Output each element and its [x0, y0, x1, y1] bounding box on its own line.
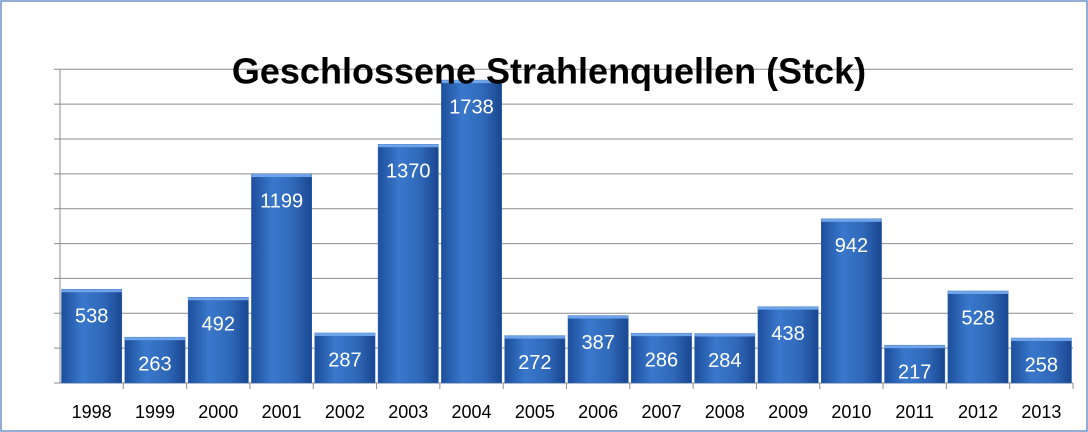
bar-highlight [251, 174, 312, 178]
bar [694, 333, 756, 384]
value-label: 1199 [260, 190, 303, 212]
value-label: 492 [202, 314, 235, 336]
x-tick-label: 2003 [388, 402, 428, 422]
x-tick-label: 2000 [198, 402, 238, 422]
bar-highlight [821, 218, 882, 222]
value-label: 263 [138, 353, 171, 375]
bar [61, 288, 123, 384]
bar-highlight [378, 144, 439, 148]
x-tick-label: 2007 [641, 402, 681, 422]
value-label: 942 [835, 235, 868, 257]
bar-highlight [124, 337, 186, 341]
x-tick-label: 2001 [262, 402, 302, 422]
bar-highlight [568, 315, 629, 319]
x-tick-label: 2012 [958, 402, 998, 422]
bar-highlight [61, 289, 122, 293]
bar [251, 173, 312, 384]
bar-highlight [188, 297, 249, 301]
bar-highlight [757, 306, 819, 310]
x-tick-label: 2010 [831, 402, 871, 422]
value-label: 286 [645, 349, 678, 371]
value-label: 217 [898, 361, 931, 383]
bar [631, 332, 692, 384]
bar [187, 297, 249, 384]
bar-highlight [631, 333, 692, 337]
value-label: 284 [708, 350, 741, 372]
bar [567, 315, 629, 384]
bar [377, 143, 439, 384]
value-label: 287 [328, 349, 361, 371]
bar [1010, 337, 1072, 384]
x-tick-label: 2013 [1021, 402, 1061, 422]
bar [441, 79, 502, 384]
x-tick-label: 2002 [325, 402, 365, 422]
bar [884, 344, 946, 384]
value-label: 528 [961, 307, 994, 329]
bar-highlight [1011, 338, 1072, 342]
x-tick-label: 2008 [705, 402, 745, 422]
value-label: 387 [581, 332, 614, 354]
value-label: 272 [518, 352, 551, 374]
bar-highlight [947, 290, 1009, 294]
bar [124, 336, 186, 384]
bar-highlight [884, 345, 945, 349]
bar [947, 290, 1009, 384]
bar-highlight [441, 80, 502, 84]
chart-title: Geschlossene Strahlenquellen (Stck) [232, 51, 866, 92]
x-tick-label: 2005 [515, 402, 555, 422]
bar-highlight [694, 333, 755, 337]
bar [314, 332, 376, 384]
value-label: 258 [1025, 354, 1058, 376]
bar-highlight [504, 335, 565, 339]
x-tick-label: 2009 [768, 402, 808, 422]
x-tick-label: 2011 [895, 402, 934, 422]
x-tick-label: 1999 [135, 402, 175, 422]
x-tick-label: 2006 [578, 402, 618, 422]
bar [504, 335, 566, 384]
x-tick-label: 2004 [452, 402, 492, 422]
value-label: 1738 [449, 96, 494, 118]
value-label: 1370 [386, 161, 431, 183]
value-label: 538 [75, 306, 108, 328]
bar-highlight [314, 332, 376, 336]
x-tick-label: 1998 [72, 402, 112, 422]
value-label: 438 [771, 323, 804, 345]
